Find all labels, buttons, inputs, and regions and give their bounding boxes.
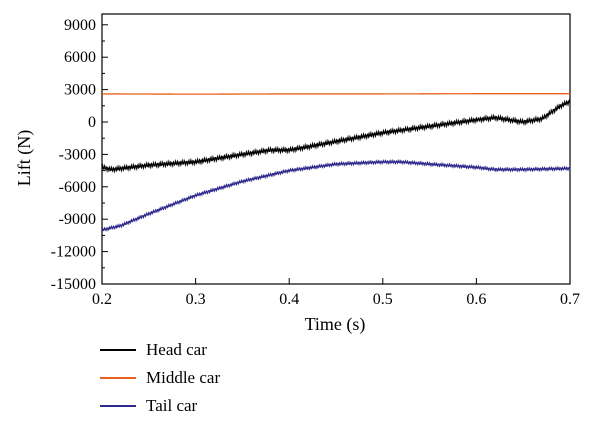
y-tick-label: -6000 <box>59 179 96 196</box>
plot-frame-group <box>101 13 571 285</box>
ticks-group: 0.2 0.3 0.4 0.5 0.6 0.7 -15000 -12000 -9000 -6000… <box>51 17 580 308</box>
plot-area <box>101 13 571 285</box>
y-tick-label: -12000 <box>51 244 96 261</box>
lift-chart: 0.2 0.3 0.4 0.5 0.6 0.7 -15000 -12000 -9000 -6000… <box>14 13 580 335</box>
y-tick-label: -9000 <box>59 211 96 228</box>
y-tick-label: 6000 <box>64 49 96 66</box>
x-tick-label: 0.3 <box>186 291 206 308</box>
legend-label-tail-car: Tail car <box>146 396 198 415</box>
x-tick-label: 0.6 <box>466 291 486 308</box>
x-tick-label: 0.5 <box>373 291 393 308</box>
legend-swatch-head-car <box>100 349 136 351</box>
x-axis-label: Time (s) <box>305 314 366 335</box>
legend-label-head-car: Head car <box>146 340 207 359</box>
legend-swatch-middle-car <box>100 377 136 379</box>
x-tick-label: 0.4 <box>279 291 299 308</box>
legend: Head car Middle car Tail car <box>100 336 220 420</box>
legend-item-head-car: Head car <box>100 336 220 364</box>
x-tick-label: 0.7 <box>560 291 580 308</box>
y-tick-label: -15000 <box>51 276 96 293</box>
legend-item-middle-car: Middle car <box>100 364 220 392</box>
series-line-head-car <box>101 98 571 174</box>
y-tick-label: -3000 <box>59 146 96 163</box>
series-line-tail-car <box>101 158 571 232</box>
y-tick-label: 0 <box>88 114 96 131</box>
series-group <box>101 93 571 232</box>
y-tick-label: 3000 <box>64 82 96 99</box>
x-tick-label: 0.2 <box>92 291 112 308</box>
legend-item-tail-car: Tail car <box>100 392 220 420</box>
legend-swatch-tail-car <box>100 405 136 407</box>
legend-label-middle-car: Middle car <box>146 368 221 387</box>
y-tick-label: 9000 <box>64 17 96 34</box>
y-axis-label: Lift (N) <box>14 130 35 186</box>
